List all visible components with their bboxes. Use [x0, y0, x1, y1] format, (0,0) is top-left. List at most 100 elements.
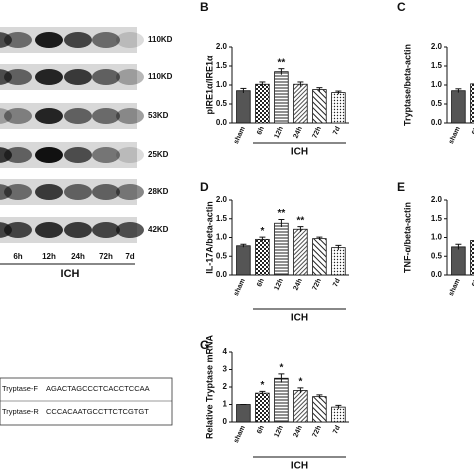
blot-band [92, 222, 120, 238]
blot-band [4, 222, 32, 238]
x-axis-label: ICH [291, 147, 308, 158]
significance-mark: ** [278, 57, 286, 68]
blot-band [0, 108, 12, 124]
bar [312, 238, 327, 276]
x-tick-label: 12h [273, 126, 284, 140]
blot-band [4, 108, 32, 124]
x-tick-label: 6h [471, 278, 474, 288]
y-tick-label: 1.0 [431, 233, 443, 242]
bar [312, 396, 327, 423]
blot-band [116, 147, 144, 163]
blot-band [116, 222, 144, 238]
bar [236, 90, 251, 124]
y-tick-label: 0.0 [431, 270, 443, 279]
bar [274, 377, 289, 423]
blot-band [116, 69, 144, 85]
blot-band [35, 108, 63, 124]
y-tick-label: 2.0 [431, 195, 443, 204]
blot-band [64, 184, 92, 200]
x-tick-label: 24h [292, 278, 303, 292]
blot-band [4, 32, 32, 48]
y-tick-label: 1 [223, 400, 228, 409]
blot-band [64, 69, 92, 85]
y-tick-label: 1.5 [216, 61, 228, 70]
blot-band [116, 184, 144, 200]
y-axis-label: Relative Tryptase mRNA [204, 334, 214, 439]
bar [274, 71, 289, 124]
y-tick-label: 1.0 [216, 80, 228, 89]
y-tick-label: 0.5 [431, 99, 443, 108]
y-tick-label: 1.0 [216, 233, 228, 242]
x-tick-label: 12h [273, 425, 284, 439]
bar [451, 246, 466, 276]
primer-name: Tryptase-F [2, 384, 38, 393]
y-axis-label: TNF-α/beta-actin [402, 202, 412, 273]
bar [470, 83, 474, 124]
y-tick-label: 0.5 [216, 251, 228, 260]
blot-band [4, 147, 32, 163]
y-tick-label: 1.5 [431, 214, 443, 223]
x-tick-label: 7d [332, 425, 342, 435]
blot-band [64, 222, 92, 238]
blot-size-label: 42KD [148, 225, 169, 234]
y-tick-label: 2.0 [216, 195, 228, 204]
bar [255, 392, 270, 423]
lane-label: 6h [13, 252, 22, 261]
bar [312, 89, 327, 124]
x-axis-label: ICH [291, 313, 308, 324]
blot-size-label: 110KD [148, 35, 173, 44]
blot-band [116, 32, 144, 48]
panel-letter: B [200, 0, 209, 14]
primer-sequence: CCCACAATGCCTTCTCGTGT [46, 407, 149, 416]
y-tick-label: 2.0 [216, 42, 228, 51]
blot-band [92, 108, 120, 124]
blot-size-label: 110KD [148, 72, 173, 81]
significance-mark: ** [297, 215, 305, 226]
blot-band [64, 147, 92, 163]
y-tick-label: 4 [223, 347, 228, 356]
blot-band [35, 32, 63, 48]
blot-size-label: 28KD [148, 187, 169, 196]
panel-letter: C [397, 0, 406, 14]
x-tick-label: sham [233, 425, 247, 445]
y-tick-label: 0.0 [216, 118, 228, 127]
lane-label: 72h [99, 252, 113, 261]
primer-sequence: AGACTAGCCCTCACCTCCAA [46, 384, 150, 393]
x-tick-label: 24h [292, 126, 303, 140]
bar [236, 245, 251, 276]
lane-label: 7d [125, 252, 134, 261]
y-tick-label: 1.0 [431, 80, 443, 89]
y-tick-label: 1.5 [431, 61, 443, 70]
bar [331, 92, 346, 124]
blot-size-label: 53KD [148, 111, 169, 120]
primer-box [0, 377, 173, 426]
x-tick-label: 7d [332, 278, 342, 288]
bar [470, 240, 474, 276]
y-tick-label: 0 [223, 417, 228, 426]
significance-mark: * [298, 377, 302, 388]
bar [236, 404, 251, 423]
blot-band [35, 69, 63, 85]
x-tick-label: sham [233, 126, 247, 146]
blot-band [35, 184, 63, 200]
primer-name: Tryptase-R [2, 407, 39, 416]
lane-label: 12h [42, 252, 56, 261]
blot-band [92, 147, 120, 163]
bar [255, 238, 270, 276]
x-tick-label: sham [233, 278, 247, 298]
y-axis-label: IL-17A/beta-actin [204, 201, 214, 274]
y-tick-label: 1.5 [216, 214, 228, 223]
y-tick-label: 0.0 [431, 118, 443, 127]
panel-letter: G [200, 338, 209, 352]
blot-band [92, 32, 120, 48]
y-axis-label: pIRE1α/IRE1α [204, 55, 214, 115]
blot-band [4, 184, 32, 200]
y-tick-label: 2.0 [431, 42, 443, 51]
panel-letter: E [397, 180, 405, 194]
bar [331, 247, 346, 276]
blot-band [35, 222, 63, 238]
lane-label: 24h [71, 252, 85, 261]
group-label: ICH [61, 268, 80, 280]
bar [293, 228, 308, 276]
x-axis-label: ICH [291, 461, 308, 472]
